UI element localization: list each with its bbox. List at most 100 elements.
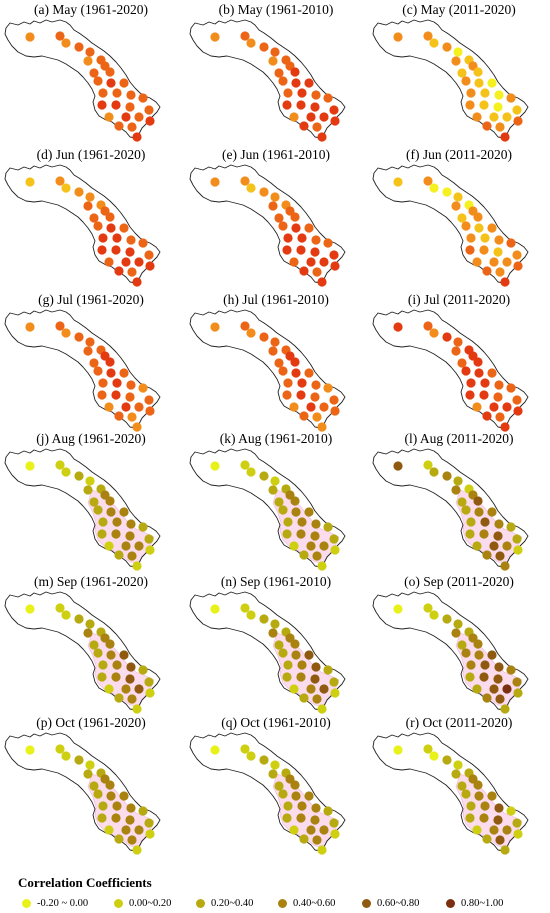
station-dot: [85, 337, 95, 347]
station-dot: [145, 116, 155, 126]
panel-label: (e) Jun (1961-2010): [222, 147, 330, 162]
station-dot: [121, 825, 131, 835]
station-dot: [270, 337, 280, 347]
station-dot: [329, 534, 339, 544]
station-dot: [132, 132, 142, 142]
station-dot: [473, 496, 483, 506]
station-dot: [442, 42, 452, 52]
station-dot: [319, 541, 329, 551]
legend-label: 0.60~0.80: [377, 897, 420, 909]
station-dot: [319, 825, 329, 835]
station-dot: [104, 825, 114, 835]
station-dot: [144, 677, 154, 687]
station-dot: [83, 769, 93, 779]
station-dot: [125, 815, 135, 825]
station-dot: [311, 235, 321, 245]
station-dot: [132, 422, 142, 432]
station-dot: [296, 529, 306, 539]
station-dot: [145, 261, 155, 271]
station-dot: [119, 223, 129, 233]
panel-label: (p) Oct (1961-2020): [36, 715, 146, 730]
station-dot: [493, 247, 503, 257]
station-dot: [106, 650, 116, 660]
station-dot: [270, 476, 280, 486]
map-panel: (n) Sep (1961-2010): [185, 572, 367, 718]
station-dot: [311, 803, 321, 813]
station-dot: [282, 390, 292, 400]
station-dot: [74, 471, 84, 481]
station-dot: [104, 684, 114, 694]
station-dot: [310, 102, 320, 112]
station-dot: [121, 684, 131, 694]
map-panel: (g) Jul (1961-2020): [0, 290, 182, 436]
station-dot: [466, 660, 476, 670]
station-dot: [111, 672, 121, 682]
station-dot: [138, 238, 148, 248]
station-dot: [512, 250, 522, 260]
station-dot: [513, 829, 523, 839]
map-panel: (r) Oct (2011-2020): [368, 713, 550, 859]
map-panel: (d) Jun (1961-2020): [0, 145, 182, 291]
station-dot: [240, 744, 250, 754]
station-dot: [500, 132, 510, 142]
station-dot: [93, 789, 103, 799]
station-dot: [502, 541, 512, 551]
station-dot: [506, 93, 516, 103]
station-dot: [134, 825, 144, 835]
station-dot: [323, 383, 333, 393]
legend-title: Correlation Coefficients: [18, 875, 152, 890]
station-dot: [289, 402, 299, 412]
station-dot: [289, 112, 299, 122]
station-dot: [482, 266, 492, 276]
station-dot: [429, 467, 439, 477]
station-dot: [451, 201, 461, 211]
station-dot: [495, 267, 505, 277]
legend-item: -0.20 ~ 0.00: [22, 896, 88, 910]
station-dot: [111, 813, 121, 823]
station-dot: [296, 672, 306, 682]
station-dot: [299, 550, 309, 560]
station-dot: [493, 531, 503, 541]
region-map: [189, 448, 346, 571]
station-dot: [127, 694, 137, 704]
station-dot: [93, 505, 103, 515]
station-dot: [55, 176, 65, 186]
station-dot: [134, 684, 144, 694]
station-dot: [482, 693, 492, 703]
station-dot: [502, 402, 512, 412]
station-dot: [502, 825, 512, 835]
panel-label: (j) Aug (1961-2020): [36, 431, 146, 446]
station-dot: [144, 250, 154, 260]
station-dot: [323, 522, 333, 532]
station-dot: [482, 834, 492, 844]
panel-label: (f) Jun (2011-2020): [406, 147, 512, 162]
station-dot: [112, 378, 122, 388]
station-dot: [278, 366, 288, 376]
station-dot: [98, 801, 108, 811]
station-dot: [479, 672, 489, 682]
station-dot: [319, 402, 329, 412]
station-dot: [465, 100, 475, 110]
station-dot: [93, 221, 103, 231]
station-dot: [480, 88, 490, 98]
station-dot: [487, 507, 497, 517]
station-dot: [296, 245, 306, 255]
station-dot: [259, 755, 269, 765]
station-dot: [246, 751, 256, 761]
station-dot: [25, 745, 35, 755]
station-dot: [500, 561, 510, 571]
station-dot: [457, 497, 467, 507]
station-dot: [290, 67, 300, 77]
station-dot: [291, 78, 301, 88]
station-dot: [306, 684, 316, 694]
legend-label: 0.00~0.20: [129, 897, 172, 909]
station-dot: [304, 78, 314, 88]
map-panel: (o) Sep (2011-2020): [368, 572, 550, 718]
station-dot: [132, 561, 142, 571]
station-dot: [319, 684, 329, 694]
panel-label: (k) Aug (1961-2010): [219, 431, 333, 446]
station-dot: [457, 213, 467, 223]
station-dot: [104, 257, 114, 267]
station-dot: [114, 266, 124, 276]
station-dot: [512, 395, 522, 405]
